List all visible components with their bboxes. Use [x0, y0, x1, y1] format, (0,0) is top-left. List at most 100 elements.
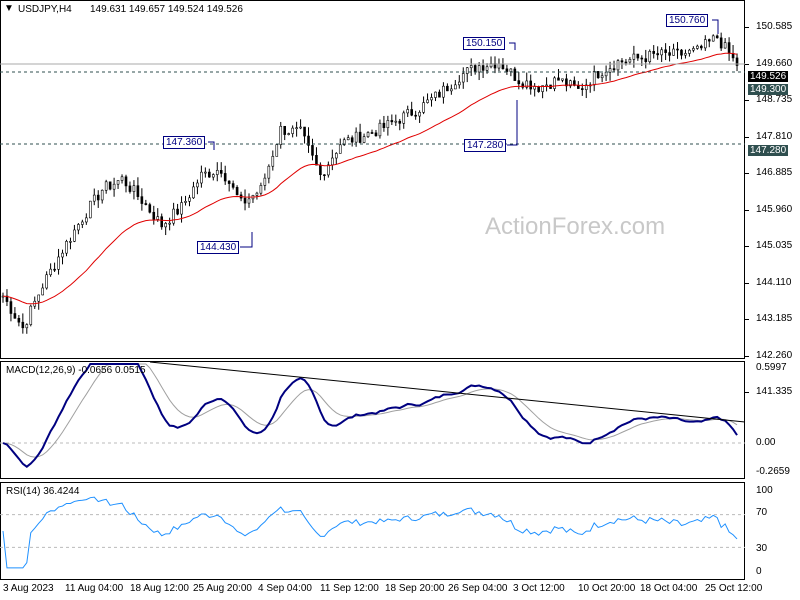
candle-body — [287, 133, 290, 135]
price-panel[interactable] — [0, 0, 745, 359]
rsi-axis-label: 30 — [756, 543, 768, 554]
time-axis-label: 10 Oct 20:00 — [578, 583, 636, 594]
candle-body — [537, 86, 540, 92]
candle-body — [279, 125, 283, 145]
annotation-leader — [509, 42, 516, 50]
annotation-high: 150.150 — [463, 37, 506, 50]
candle-body — [327, 164, 330, 176]
candle-body — [608, 68, 612, 73]
candle-body — [628, 59, 632, 63]
candle-body — [696, 45, 699, 49]
candle-body — [116, 180, 120, 185]
candle-body — [299, 126, 302, 129]
price-tick — [745, 282, 749, 284]
candle-body — [489, 63, 493, 68]
annotation-low: 144.430 — [197, 241, 240, 254]
candle-body — [168, 222, 171, 225]
candle-body — [192, 186, 195, 199]
candle-body — [402, 112, 406, 124]
candle-body — [561, 78, 564, 81]
candle-body — [553, 77, 556, 89]
macd-panel[interactable] — [0, 361, 745, 479]
candle-body — [243, 197, 247, 204]
candle-body — [132, 185, 136, 192]
candle-body — [283, 125, 287, 135]
candle-body — [493, 63, 497, 69]
moving-average-line — [2, 52, 738, 305]
price-tick — [745, 173, 749, 174]
candle-body — [354, 131, 358, 143]
candle-body — [390, 120, 394, 123]
candle-body — [378, 122, 382, 137]
candle-body — [128, 185, 132, 192]
candle-body — [525, 80, 529, 88]
price-tick — [745, 209, 749, 211]
candle-body — [140, 196, 144, 204]
annotation-high: 147.360 — [163, 136, 206, 149]
candle-body — [660, 49, 663, 56]
candle-body — [259, 185, 263, 194]
candle-body — [521, 83, 525, 88]
price-tick — [745, 27, 749, 28]
candle-body — [342, 139, 346, 146]
time-axis-label: 18 Sep 20:00 — [385, 583, 445, 594]
rsi-axis-label: 70 — [756, 507, 768, 518]
candle-body — [21, 321, 25, 329]
candle-body — [723, 42, 727, 49]
candle-body — [29, 305, 33, 325]
time-axis-label: 11 Aug 04:00 — [65, 583, 124, 594]
candle-body — [715, 35, 719, 39]
candle-body — [227, 180, 231, 184]
candle-body — [565, 78, 568, 87]
candle-body — [485, 66, 489, 71]
candle-body — [69, 241, 72, 243]
macd-axis-label: -0.2659 — [756, 466, 790, 477]
candle-body — [13, 313, 17, 319]
candle-body — [529, 80, 533, 90]
time-axis-label: 11 Sep 12:00 — [320, 583, 379, 594]
time-axis-label: 26 Sep 04:00 — [448, 583, 508, 594]
candle-body — [61, 252, 64, 258]
annotation-high: 150.760 — [666, 14, 709, 27]
candle-body — [410, 109, 413, 116]
candle-body — [200, 171, 203, 184]
annotation-low: 147.280 — [464, 139, 507, 152]
candle-body — [707, 39, 711, 42]
candle-body — [323, 174, 326, 177]
candle-body — [247, 198, 251, 204]
candle-body — [17, 317, 21, 323]
candle-body — [557, 77, 560, 81]
candle-body — [311, 145, 314, 156]
macd-axis-label: 0.5997 — [756, 362, 787, 373]
candle-body — [49, 268, 52, 276]
candle-body — [382, 122, 386, 129]
candle-body — [57, 256, 60, 270]
candle-body — [112, 183, 116, 190]
price-axis-label: 141.335 — [756, 386, 793, 397]
candle-body — [184, 200, 187, 203]
candle-body — [509, 68, 513, 72]
candle-body — [700, 45, 703, 49]
header-arrow-icon[interactable]: ▼ — [4, 3, 14, 14]
candle-body — [465, 67, 469, 74]
price-tick — [745, 100, 749, 101]
candle-body — [208, 171, 211, 178]
candle-body — [469, 65, 473, 69]
candle-body — [85, 217, 88, 223]
time-axis-label: 18 Aug 12:00 — [130, 583, 189, 594]
candle-body — [418, 112, 421, 117]
candle-body — [533, 86, 536, 90]
candle-body — [231, 183, 235, 188]
price-axis-label: 143.185 — [756, 313, 793, 324]
rsi-panel[interactable] — [0, 482, 745, 580]
candle-body — [358, 131, 362, 143]
candle-body — [73, 229, 76, 242]
candle-body — [406, 109, 410, 114]
candle-body — [680, 49, 683, 56]
macd-axis-label: 0.00 — [756, 437, 776, 448]
rsi-axis-label: 100 — [756, 485, 773, 496]
candle-body — [346, 137, 350, 141]
time-axis-label: 4 Sep 04:00 — [258, 583, 312, 594]
candle-body — [176, 208, 179, 215]
candle-body — [334, 153, 338, 159]
